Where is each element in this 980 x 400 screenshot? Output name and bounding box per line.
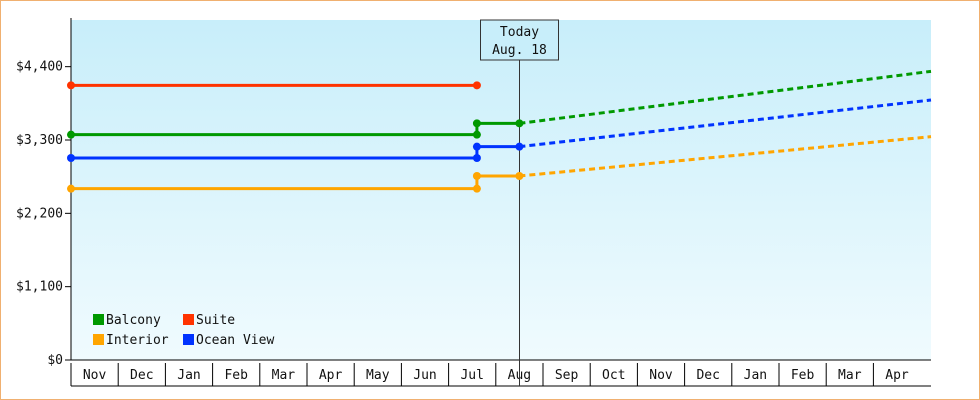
- balcony-point: [472, 119, 481, 128]
- x-tick-label: May: [366, 368, 390, 383]
- ocean-view-forecast-line: [519, 98, 932, 149]
- x-tick-label: Sep: [555, 368, 579, 383]
- legend-label-interior: Interior: [106, 333, 169, 348]
- today-label: Today: [500, 25, 539, 40]
- interior-point: [67, 184, 75, 193]
- x-tick-label: Nov: [649, 368, 673, 383]
- ocean-view-point: [67, 154, 75, 162]
- x-tick-label: Jul: [460, 368, 483, 383]
- suite-point: [67, 81, 75, 90]
- balcony-forecast-line: [519, 69, 932, 125]
- legend: Balcony Suite Interior Ocean View: [93, 313, 274, 348]
- x-tick-label: Feb: [791, 368, 815, 383]
- x-tick-label: Nov: [83, 368, 107, 383]
- x-tick-label: Apr: [319, 368, 343, 383]
- y-tick-label: $0: [47, 353, 63, 368]
- x-tick-label: Dec: [130, 368, 153, 383]
- x-tick-label: Jan: [744, 368, 767, 383]
- today-label-box: [480, 19, 559, 61]
- y-tick-label: $2,200: [16, 206, 63, 221]
- y-tick-label: $3,300: [16, 133, 63, 148]
- suite-point: [472, 81, 481, 90]
- legend-swatch-suite: [183, 314, 194, 325]
- series-lines: [67, 69, 932, 193]
- legend-label-balcony: Balcony: [106, 313, 161, 328]
- x-tick-label: Oct: [602, 368, 625, 383]
- x-tick-label: Apr: [885, 368, 909, 383]
- x-tick-label: Mar: [272, 368, 296, 383]
- legend-swatch-ocean-view: [183, 334, 194, 345]
- y-axis: $0 $1,100 $2,200 $3,300 $4,400: [16, 18, 931, 368]
- x-tick-label: Feb: [224, 368, 248, 383]
- legend-swatch-interior: [93, 334, 104, 345]
- x-tick-label: Dec: [696, 368, 719, 383]
- y-tick-label: $4,400: [16, 60, 63, 75]
- legend-label-suite: Suite: [196, 313, 235, 328]
- today-date-label: Aug. 18: [492, 43, 547, 58]
- y-tick-label: $1,100: [16, 280, 63, 295]
- today-marker: Today Aug. 18: [480, 19, 559, 386]
- x-axis: Nov Dec Jan Feb Mar Apr May Jun Jul Aug Sep Oct Nov D…: [70, 363, 931, 387]
- ocean-view-point: [472, 142, 481, 151]
- x-tick-label: Mar: [838, 368, 862, 383]
- interior-forecast-line: [519, 135, 932, 178]
- x-tick-label: Jun: [413, 368, 436, 383]
- legend-label-ocean-view: Ocean View: [196, 333, 274, 348]
- legend-swatch-balcony: [93, 314, 104, 325]
- x-tick-label: Jan: [177, 368, 200, 383]
- interior-point: [472, 172, 481, 180]
- balcony-point: [67, 130, 75, 139]
